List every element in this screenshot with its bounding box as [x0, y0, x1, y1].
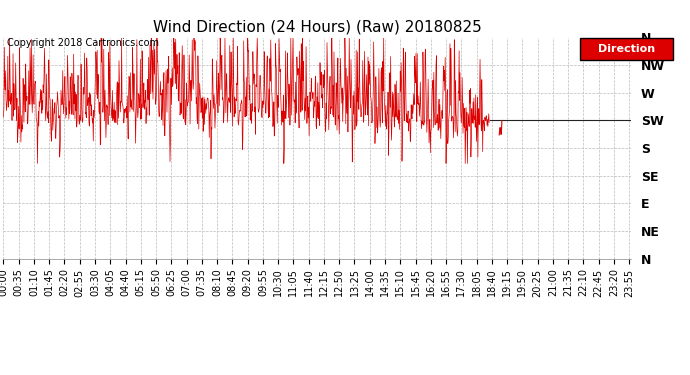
Title: Wind Direction (24 Hours) (Raw) 20180825: Wind Direction (24 Hours) (Raw) 20180825	[153, 20, 482, 35]
Text: Copyright 2018 Cartronics.com: Copyright 2018 Cartronics.com	[7, 38, 159, 48]
Text: Direction: Direction	[598, 44, 655, 54]
